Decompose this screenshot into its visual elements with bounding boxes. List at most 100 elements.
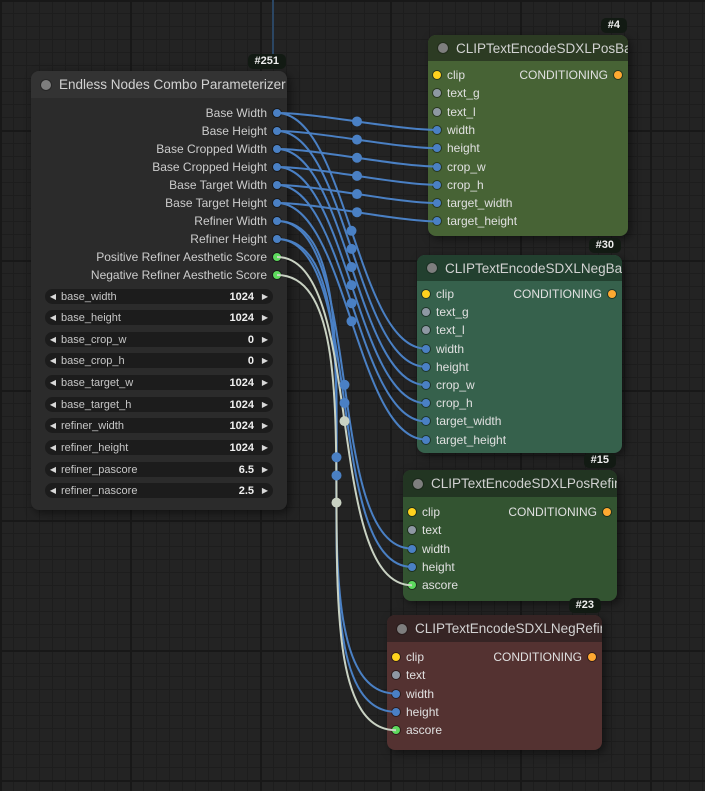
widget-base-target-h[interactable]: ◀ base_target_h 1024 ▶	[45, 397, 273, 412]
collapse-dot-icon[interactable]	[397, 623, 407, 634]
output-slot-base-cropped-height: Base Cropped Height	[152, 158, 281, 176]
link-midpoint-dot[interactable]	[346, 225, 357, 236]
output-label: Base Width	[205, 106, 267, 120]
node-cliptextencodesdxlposbase[interactable]: #4 CLIPTextEncodeSDXLPosBase clip text_g tex…	[428, 18, 628, 236]
increment-arrow-icon[interactable]: ▶	[261, 378, 269, 387]
input-port[interactable]	[433, 89, 441, 98]
decrement-arrow-icon[interactable]: ◀	[49, 292, 57, 301]
input-slot-target-height: target_height	[433, 212, 517, 230]
decrement-arrow-icon[interactable]: ◀	[49, 378, 57, 387]
increment-arrow-icon[interactable]: ▶	[261, 292, 269, 301]
widget-value: 0	[247, 354, 254, 367]
output-label: Base Cropped Height	[152, 160, 267, 174]
node-cliptextencodesdxlnegbase[interactable]: #30 CLIPTextEncodeSDXLNegBase clip text_g te…	[417, 238, 622, 453]
increment-arrow-icon[interactable]: ▶	[261, 465, 269, 474]
decrement-arrow-icon[interactable]: ◀	[49, 465, 57, 474]
node-title-bar[interactable]: CLIPTextEncodeSDXLNegBase	[417, 255, 622, 281]
increment-arrow-icon[interactable]: ▶	[261, 486, 269, 495]
increment-arrow-icon[interactable]: ▶	[261, 356, 269, 365]
link-midpoint-dot[interactable]	[352, 189, 362, 200]
link-midpoint-dot[interactable]	[339, 397, 350, 408]
link-midpoint-dot[interactable]	[352, 170, 362, 181]
node-title-bar[interactable]: CLIPTextEncodeSDXLPosRefiner	[403, 470, 617, 497]
input-port[interactable]	[392, 707, 400, 716]
input-port[interactable]	[422, 308, 430, 317]
node-title-bar[interactable]: CLIPTextEncodeSDXLNegRefiner	[387, 615, 602, 642]
node-cliptextencodesdxlposrefiner[interactable]: #15 CLIPTextEncodeSDXLPosRefiner clip text w…	[403, 453, 617, 601]
input-port[interactable]	[433, 71, 441, 79]
decrement-arrow-icon[interactable]: ◀	[49, 486, 57, 495]
decrement-arrow-icon[interactable]: ◀	[49, 313, 57, 322]
link-midpoint-dot[interactable]	[352, 116, 362, 127]
link-midpoint-dot[interactable]	[346, 280, 357, 291]
input-label: text_g	[436, 305, 469, 320]
link-midpoint-dot[interactable]	[346, 298, 357, 309]
collapse-dot-icon[interactable]	[41, 79, 51, 90]
node-endless-nodes-combo-parameterizer[interactable]: #251 Endless Nodes Combo Parameterizer Bas…	[31, 54, 287, 510]
widget-base-crop-h[interactable]: ◀ base_crop_h 0 ▶	[45, 353, 273, 368]
input-slot-clip: clip	[392, 648, 424, 666]
widget-name: base_target_h	[61, 398, 132, 411]
input-slot-clip: clip	[408, 503, 440, 521]
widget-refiner-height[interactable]: ◀ refiner_height 1024 ▶	[45, 440, 273, 455]
output-port[interactable]	[608, 290, 616, 298]
link-midpoint-dot[interactable]	[352, 134, 362, 145]
link-midpoint-dot[interactable]	[352, 152, 362, 163]
increment-arrow-icon[interactable]: ▶	[261, 313, 269, 322]
input-port[interactable]	[433, 107, 441, 116]
node-title-text: CLIPTextEncodeSDXLPosBase	[456, 40, 628, 56]
widget-base-height[interactable]: ◀ base_height 1024 ▶	[45, 310, 273, 325]
node-title-bar[interactable]: CLIPTextEncodeSDXLPosBase	[428, 35, 628, 61]
link-midpoint-dot[interactable]	[331, 470, 342, 481]
input-port[interactable]	[422, 290, 430, 298]
link-midpoint-dot[interactable]	[331, 452, 342, 463]
link-midpoint-dot[interactable]	[331, 497, 342, 508]
output-port[interactable]	[614, 71, 622, 79]
input-slot-clip: clip	[422, 285, 454, 303]
link-midpoint-dot[interactable]	[346, 262, 357, 272]
input-slot-text-l: text_l	[422, 321, 465, 339]
link-midpoint-dot[interactable]	[339, 416, 350, 427]
collapse-dot-icon[interactable]	[413, 478, 423, 489]
widget-base-width[interactable]: ◀ base_width 1024 ▶	[45, 289, 273, 304]
increment-arrow-icon[interactable]: ▶	[261, 443, 269, 452]
increment-arrow-icon[interactable]: ▶	[261, 400, 269, 409]
collapse-dot-icon[interactable]	[427, 263, 437, 273]
widget-name: base_height	[61, 311, 121, 324]
decrement-arrow-icon[interactable]: ◀	[49, 400, 57, 409]
output-port[interactable]	[603, 508, 611, 516]
output-port[interactable]	[588, 653, 596, 661]
input-port[interactable]	[408, 508, 416, 516]
collapse-dot-icon[interactable]	[438, 43, 448, 53]
input-slot-width: width	[392, 685, 434, 703]
input-label: text	[422, 523, 442, 538]
link-midpoint-dot[interactable]	[352, 207, 362, 218]
decrement-arrow-icon[interactable]: ◀	[49, 443, 57, 452]
input-port[interactable]	[392, 671, 400, 680]
widget-base-target-w[interactable]: ◀ base_target_w 1024 ▶	[45, 375, 273, 390]
increment-arrow-icon[interactable]: ▶	[261, 335, 269, 344]
output-slot-base-target-width: Base Target Width	[169, 176, 281, 194]
input-slot-text: text	[408, 521, 441, 539]
widget-refiner-pascore[interactable]: ◀ refiner_pascore 6.5 ▶	[45, 462, 273, 477]
widget-base-crop-w[interactable]: ◀ base_crop_w 0 ▶	[45, 332, 273, 347]
link-midpoint-dot[interactable]	[346, 316, 357, 327]
link-midpoint-dot[interactable]	[339, 379, 350, 390]
input-port[interactable]	[392, 653, 400, 661]
output-label: CONDITIONING	[513, 287, 602, 301]
input-port[interactable]	[422, 326, 430, 335]
widget-refiner-nascore[interactable]: ◀ refiner_nascore 2.5 ▶	[45, 483, 273, 498]
decrement-arrow-icon[interactable]: ◀	[49, 335, 57, 344]
input-port[interactable]	[408, 526, 416, 535]
node-title-bar[interactable]: Endless Nodes Combo Parameterizer	[31, 71, 287, 98]
input-slot-crop-w: crop_w	[422, 376, 475, 394]
input-slot-height: height	[422, 358, 469, 376]
node-cliptextencodesdxlnegrefiner[interactable]: #23 CLIPTextEncodeSDXLNegRefiner clip text w…	[387, 598, 602, 750]
input-label: crop_w	[447, 159, 486, 174]
increment-arrow-icon[interactable]: ▶	[261, 421, 269, 430]
decrement-arrow-icon[interactable]: ◀	[49, 356, 57, 365]
decrement-arrow-icon[interactable]: ◀	[49, 421, 57, 430]
link-midpoint-dot[interactable]	[346, 243, 357, 254]
widget-refiner-width[interactable]: ◀ refiner_width 1024 ▶	[45, 418, 273, 433]
